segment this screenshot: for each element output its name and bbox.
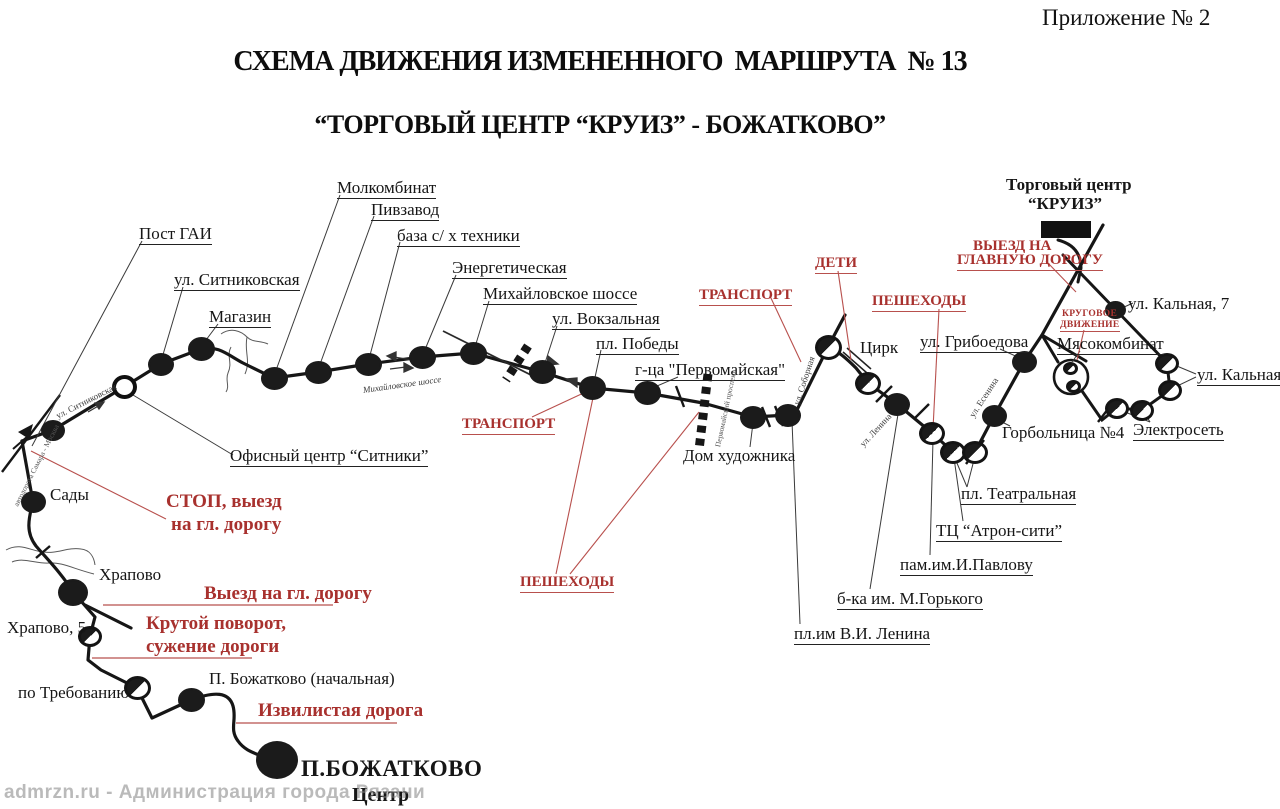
roundabout-circle — [1052, 358, 1090, 396]
pervomaysky-striped-crossing — [694, 373, 713, 451]
page-title: СХЕМА ДВИЖЕНИЯ ИЗМЕНЕННОГО МАРШРУТА № 13 — [233, 46, 967, 77]
highway-samara-moskva — [1, 394, 61, 473]
railroad-line — [442, 330, 546, 383]
appendix-label: Приложение № 2 — [1042, 5, 1211, 30]
double-line-segment — [842, 347, 872, 374]
highway-arrowhead — [18, 424, 33, 439]
leader-lines — [31, 194, 1197, 625]
kruiz-terminal-rect — [1041, 221, 1091, 238]
page-subtitle: “ТОРГОВЫЙ ЦЕНТР “КРУИЗ” - БОЖАТКОВО” — [314, 110, 886, 139]
watermark: admrzn.ru - Администрация города Рязани — [4, 782, 426, 803]
sobornaya-street-line — [791, 313, 847, 420]
railroad-crossing-icon — [502, 343, 532, 383]
exit-branch-road — [83, 603, 133, 630]
route-tick-marks — [35, 385, 1113, 559]
warning-leader-lines — [30, 260, 1085, 575]
river-squiggle-magazin — [220, 329, 269, 393]
route-line — [20, 223, 1105, 760]
kalnaya-loop — [1040, 238, 1172, 423]
kruiz-exit-curve — [1056, 238, 1083, 284]
warning-underlines — [92, 604, 397, 724]
